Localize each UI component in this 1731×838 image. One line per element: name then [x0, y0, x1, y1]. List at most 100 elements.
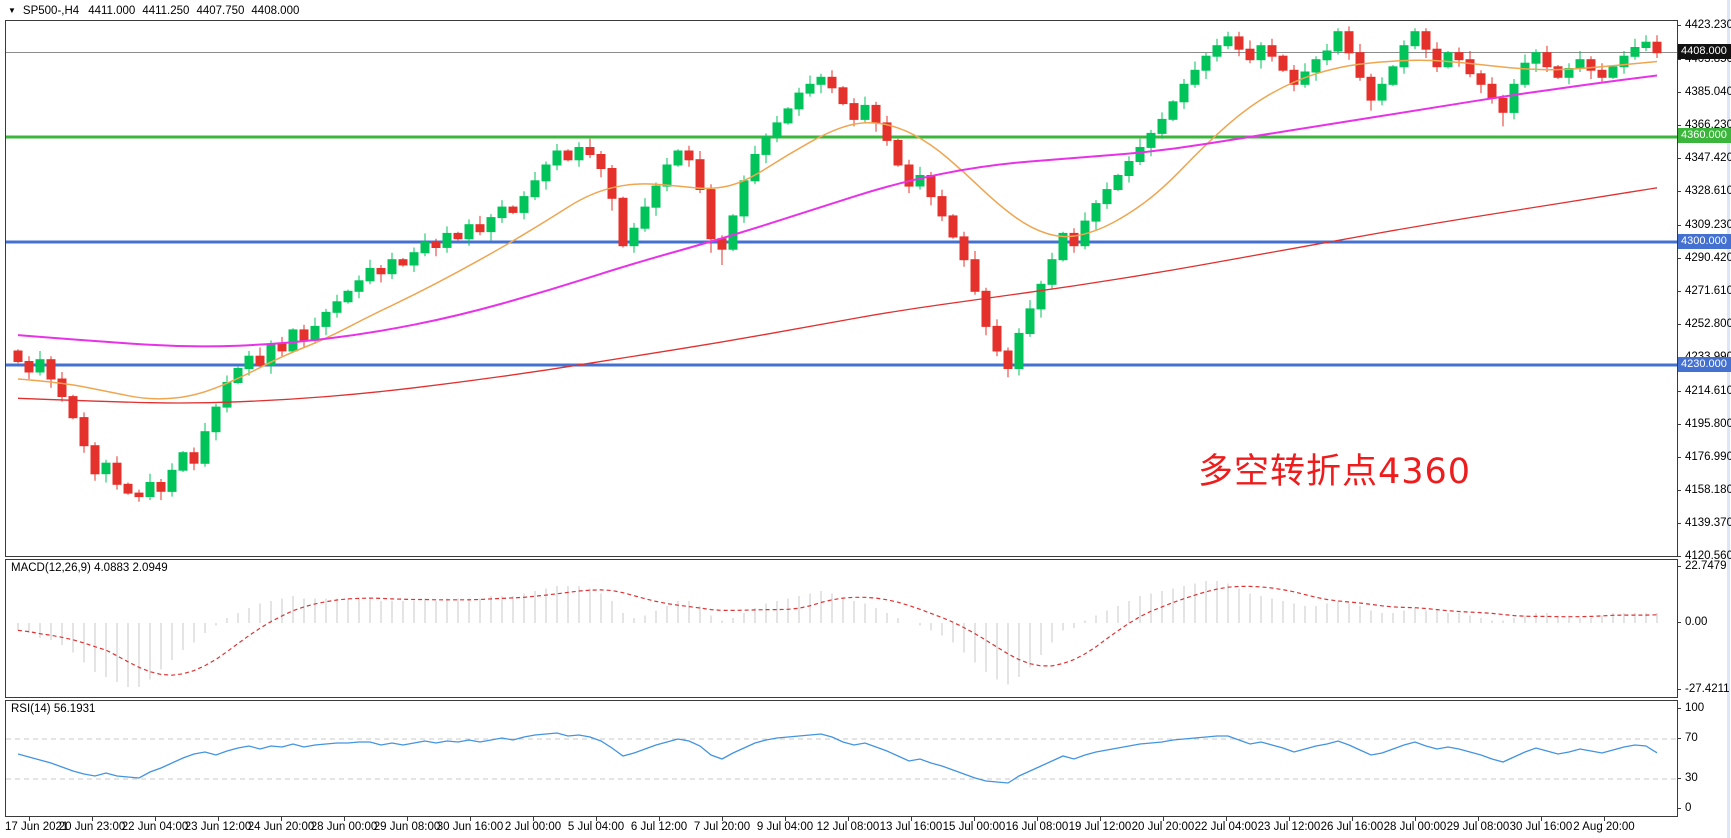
ma-line-slow: [17, 187, 1658, 404]
time-tick: [155, 817, 156, 821]
rsi-axis-label: 70: [1677, 731, 1698, 745]
time-tick: [1478, 817, 1479, 821]
ohlc-high: 4411.250: [142, 4, 190, 17]
price-badge-4300: 4300.000: [1678, 233, 1731, 249]
window-edge: [1727, 0, 1730, 838]
time-tick: [1100, 817, 1101, 821]
time-tick: [1604, 817, 1605, 821]
time-axis-label: 20 Jul 20:00: [1131, 821, 1195, 833]
up-candles: [35, 28, 1651, 501]
rsi-canvas[interactable]: [6, 701, 1677, 816]
time-axis-label: 2 Jul 00:00: [504, 821, 562, 833]
time-tick: [533, 817, 534, 821]
time-tick: [1352, 817, 1353, 821]
down-candles: [13, 26, 1662, 502]
price-axis-label: 4347.420: [1677, 151, 1731, 165]
price-badge-4408: 4408.000: [1678, 44, 1731, 60]
time-axis-label: 22 Jun 04:00: [121, 821, 189, 833]
time-axis-label: 26 Jul 16:00: [1320, 821, 1384, 833]
time-axis-label: 24 Jun 20:00: [247, 821, 315, 833]
time-axis-label: 9 Jul 04:00: [756, 821, 814, 833]
price-axis-label: 4214.610: [1677, 384, 1731, 398]
time-axis-label: 19 Jul 12:00: [1068, 821, 1132, 833]
time-tick: [1163, 817, 1164, 821]
time-axis-label: 12 Jul 08:00: [816, 821, 880, 833]
time-axis-label: 23 Jun 12:00: [184, 821, 252, 833]
time-axis-label: 6 Jul 12:00: [630, 821, 688, 833]
time-tick: [1289, 817, 1290, 821]
price-axis-label: 4271.610: [1677, 284, 1731, 298]
time-tick: [785, 817, 786, 821]
time-tick: [659, 817, 660, 821]
price-badge-4360: 4360.000: [1678, 128, 1731, 144]
time-axis-label: 30 Jun 16:00: [436, 821, 504, 833]
time-axis-label: 22 Jul 04:00: [1194, 821, 1258, 833]
time-axis-label: 29 Jun 08:00: [373, 821, 441, 833]
macd-label: MACD(12,26,9) 4.0883 2.0949: [11, 562, 168, 574]
time-axis-label: 15 Jul 00:00: [942, 821, 1006, 833]
time-tick: [92, 817, 93, 821]
time-axis[interactable]: 17 Jun 2021 20 Jun 23:00 22 Jun 04:00 23 Ju…: [5, 817, 1678, 838]
chart-title: ▼ SP500-,H4 4411.000 4411.250 4407.750 4…: [8, 3, 306, 18]
time-axis-label: 2 Aug 20:00: [1573, 821, 1635, 833]
time-axis-label: 23 Jul 12:00: [1257, 821, 1321, 833]
time-axis-label: 5 Jul 04:00: [567, 821, 625, 833]
time-tick: [974, 817, 975, 821]
price-badge-4230: 4230.000: [1678, 356, 1731, 372]
macd-signal-line: [17, 585, 1658, 676]
rsi-axis-label: 30: [1677, 771, 1698, 785]
price-axis-label: 4290.420: [1677, 251, 1731, 265]
time-tick: [29, 817, 30, 821]
price-chart-canvas[interactable]: [6, 21, 1677, 556]
time-tick: [1415, 817, 1416, 821]
price-axis-label: 4309.230: [1677, 218, 1731, 232]
time-tick: [911, 817, 912, 821]
ohlc-low: 4407.750: [196, 4, 245, 17]
price-axis-label: 4195.800: [1677, 417, 1731, 431]
time-axis-label: 28 Jun 00:00: [310, 821, 378, 833]
rsi-axis-label: 100: [1677, 701, 1704, 715]
price-axis-label: 4385.040: [1677, 85, 1731, 99]
macd-canvas[interactable]: [6, 560, 1677, 697]
price-axis-column[interactable]: 4423.2304403.8504385.0404366.2304347.420…: [1677, 0, 1731, 838]
time-tick: [1037, 817, 1038, 821]
time-tick: [470, 817, 471, 821]
price-axis-label: 4366.230: [1677, 118, 1731, 132]
price-axis-label: 4252.800: [1677, 317, 1731, 331]
time-axis-label: 20 Jun 23:00: [58, 821, 126, 833]
macd-axis-label: 22.7479: [1677, 559, 1727, 573]
time-axis-label: 16 Jul 08:00: [1005, 821, 1069, 833]
time-tick: [218, 817, 219, 821]
price-chart-panel[interactable]: 多空转折点4360: [5, 20, 1678, 557]
rsi-label: RSI(14) 56.1931: [11, 703, 96, 715]
price-axis-label: 4328.610: [1677, 184, 1731, 198]
time-axis-label: 17 Jun 2021: [5, 821, 69, 833]
symbol-timeframe-label: SP500-,H4: [22, 4, 80, 17]
rsi-line: [17, 732, 1658, 784]
time-axis-label: 7 Jul 20:00: [693, 821, 751, 833]
price-axis-label: 4176.990: [1677, 450, 1731, 464]
time-axis-label: 13 Jul 16:00: [879, 821, 943, 833]
macd-axis-label: -27.4211: [1677, 682, 1730, 696]
price-axis-label: 4423.230: [1677, 18, 1731, 32]
time-tick: [1226, 817, 1227, 821]
time-tick: [344, 817, 345, 821]
price-axis-label: 4139.370: [1677, 516, 1731, 530]
time-tick: [407, 817, 408, 821]
time-tick: [281, 817, 282, 821]
time-axis-label: 28 Jul 00:00: [1383, 821, 1447, 833]
ma-line-medium: [17, 74, 1658, 348]
price-axis-label: 4158.180: [1677, 483, 1731, 497]
price-axis-label: 4120.560: [1677, 549, 1731, 563]
time-axis-label: 30 Jul 16:00: [1509, 821, 1573, 833]
macd-panel[interactable]: MACD(12,26,9) 4.0883 2.0949: [5, 559, 1678, 698]
time-tick: [848, 817, 849, 821]
collapse-arrow-icon[interactable]: ▼: [8, 6, 16, 15]
time-tick: [722, 817, 723, 821]
ohlc-open: 4411.000: [88, 4, 136, 17]
macd-histogram: [17, 581, 1658, 687]
time-tick: [1541, 817, 1542, 821]
rsi-panel[interactable]: RSI(14) 56.1931: [5, 700, 1678, 817]
time-tick: [596, 817, 597, 821]
